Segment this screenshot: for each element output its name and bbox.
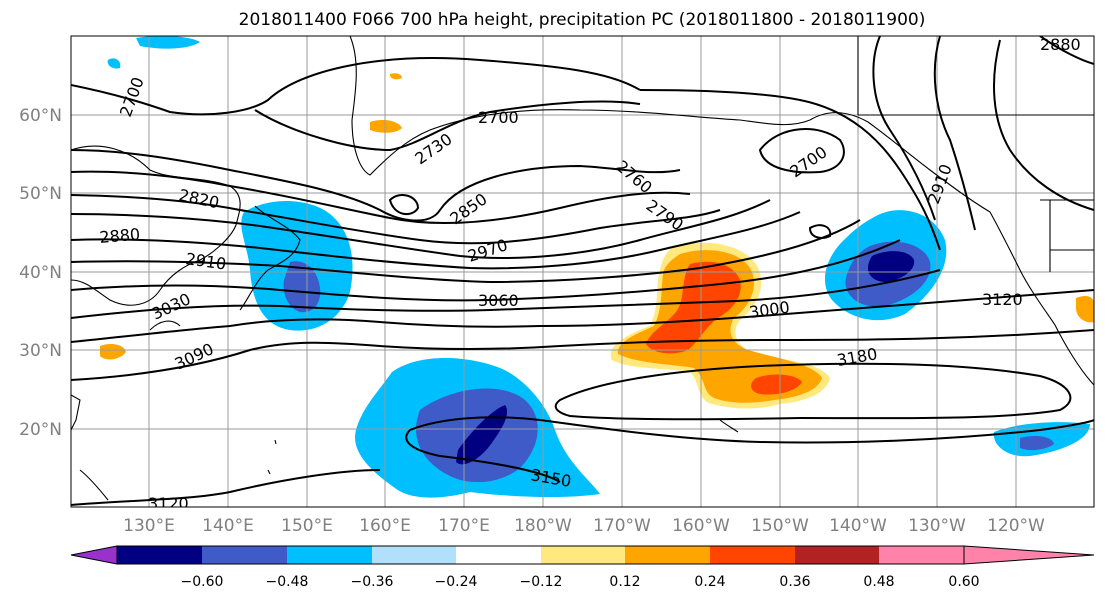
lon-label: 150°W [751,516,809,536]
latitude-labels: 60°N 50°N 40°N 30°N 20°N [19,106,62,440]
precip-neg-central-core [456,405,508,465]
colorbar-tick-label: 0.24 [694,574,725,590]
colorbar-segment [541,546,625,564]
lat-label: 30°N [19,341,62,361]
contour-label: 3120 [148,494,189,513]
lon-label: 140°E [202,516,254,536]
colorbar-segment [372,546,456,564]
colorbar-tick-label: −0.12 [520,574,563,590]
colorbar-extend-low [70,545,118,565]
map-area: 2700 2700 2730 2760 2700 2820 2850 2790 … [71,35,1094,513]
lat-label: 50°N [19,184,62,204]
lon-label: 170°E [438,516,490,536]
lat-label: 60°N [19,106,62,126]
lon-label: 140°W [829,516,887,536]
colorbar-segment [202,546,287,564]
lon-label: 130°W [908,516,966,536]
colorbar-outline [116,545,965,565]
precip-neg-nepac-core [867,251,915,282]
colorbar-extend-high [963,545,1095,565]
contour-label: 2880 [1040,35,1081,54]
contour-label: 3120 [982,290,1023,309]
colorbar-tick-label: 0.60 [948,574,979,590]
colorbar-tick-label: −0.60 [181,574,224,590]
precip-shading [100,36,1094,498]
colorbar-segment [879,546,964,564]
colorbar-tick-label: 0.48 [863,574,894,590]
colorbar-tick-label: 0.12 [609,574,640,590]
colorbar-segment [117,546,202,564]
colorbar-segment [795,546,879,564]
precip-neg-japan-core [283,261,321,313]
colorbar-segment [710,546,795,564]
longitude-labels: 130°E 140°E 150°E 160°E 170°E 180°W 170°… [123,516,1045,536]
lon-label: 160°E [359,516,411,536]
lon-label: 130°E [123,516,175,536]
colorbar-segment [456,546,541,564]
lon-label: 170°W [593,516,651,536]
contour-label: 3060 [478,291,519,310]
colorbar-tick-label: −0.24 [435,574,478,590]
lon-label: 150°E [281,516,333,536]
height-contours [71,36,1094,506]
colorbar-tick-label: −0.48 [266,574,309,590]
colorbar-segment [625,546,710,564]
colorbar: −0.60 −0.48 −0.36 −0.24 −0.12 0.12 0.24 … [70,545,1095,590]
lon-label: 160°W [672,516,730,536]
lon-label: 180°W [514,516,572,536]
contour-label: 2880 [99,225,141,247]
contour-label: 2700 [478,108,519,127]
lat-label: 20°N [19,420,62,440]
lon-label: 120°W [987,516,1045,536]
precip-pos-red-south [751,374,802,395]
map-title: 2018011400 F066 700 hPa height, precipit… [239,10,926,30]
colorbar-segment [287,546,372,564]
colorbar-tick-label: −0.36 [351,574,394,590]
lat-label: 40°N [19,263,62,283]
map-frame [70,35,1095,508]
colorbar-tick-label: 0.36 [779,574,810,590]
